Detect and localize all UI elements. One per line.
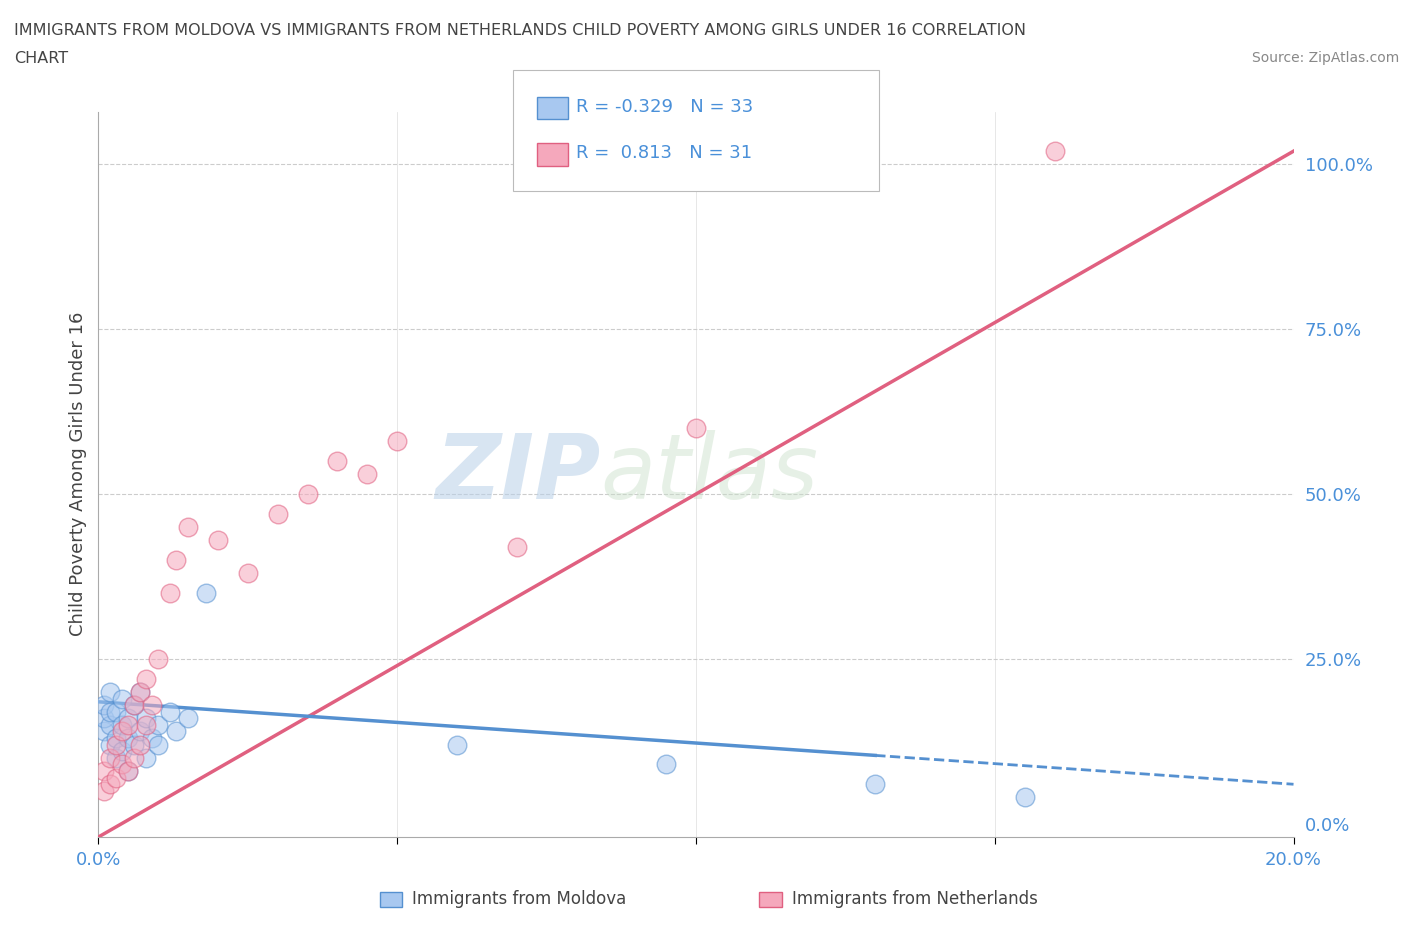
Point [141, 731, 163, 746]
Point [105, 704, 128, 719]
Point [194, 586, 218, 601]
Y-axis label: Child Poverty Among Girls Under 16: Child Poverty Among Girls Under 16 [69, 312, 87, 636]
Point [129, 684, 152, 699]
Point [207, 533, 229, 548]
Point [124, 698, 146, 712]
Point [129, 724, 152, 739]
Point [655, 757, 678, 772]
Point [98, 751, 122, 765]
Point [865, 777, 887, 791]
Point [117, 711, 139, 725]
Point [141, 698, 163, 712]
Text: Source: ZipAtlas.com: Source: ZipAtlas.com [1251, 51, 1399, 65]
Point [105, 731, 128, 746]
Point [356, 467, 378, 482]
Text: Immigrants from Moldova: Immigrants from Moldova [412, 890, 626, 909]
Point [93, 724, 115, 739]
Point [93, 764, 115, 778]
Point [135, 751, 157, 765]
Point [98, 704, 122, 719]
Point [135, 711, 157, 725]
Point [148, 652, 170, 667]
Point [177, 711, 200, 725]
Point [326, 454, 349, 469]
Point [98, 684, 122, 699]
Point [165, 724, 187, 739]
Point [117, 764, 139, 778]
Point [111, 757, 134, 772]
Text: R = -0.329   N = 33: R = -0.329 N = 33 [576, 98, 754, 116]
Text: CHART: CHART [14, 51, 67, 66]
Point [117, 764, 139, 778]
Point [385, 434, 409, 449]
Point [506, 539, 529, 554]
Text: ZIP: ZIP [434, 431, 600, 518]
Point [236, 565, 259, 580]
Point [159, 704, 181, 719]
Point [93, 783, 115, 798]
Point [111, 744, 134, 759]
Point [98, 737, 122, 752]
Point [129, 684, 152, 699]
Point [297, 486, 319, 501]
Point [446, 737, 468, 752]
Text: R =  0.813   N = 31: R = 0.813 N = 31 [576, 143, 752, 162]
Text: atlas: atlas [600, 431, 818, 518]
Point [98, 777, 122, 791]
Point [111, 691, 134, 706]
Point [685, 420, 707, 435]
Point [1043, 144, 1066, 159]
Text: Immigrants from Netherlands: Immigrants from Netherlands [792, 890, 1038, 909]
Point [98, 717, 122, 732]
Point [148, 717, 170, 732]
Point [148, 737, 170, 752]
Point [105, 751, 128, 765]
Point [124, 737, 146, 752]
Point [105, 770, 128, 785]
Point [124, 751, 146, 765]
Text: IMMIGRANTS FROM MOLDOVA VS IMMIGRANTS FROM NETHERLANDS CHILD POVERTY AMONG GIRLS: IMMIGRANTS FROM MOLDOVA VS IMMIGRANTS FR… [14, 23, 1026, 38]
Point [105, 737, 128, 752]
Point [124, 698, 146, 712]
Point [111, 724, 134, 739]
Point [135, 671, 157, 686]
Point [267, 507, 290, 522]
Point [117, 731, 139, 746]
Point [135, 717, 157, 732]
Point [177, 520, 200, 535]
Point [159, 586, 181, 601]
Point [93, 698, 115, 712]
Point [129, 737, 152, 752]
Point [1014, 790, 1036, 804]
Point [111, 717, 134, 732]
Point [117, 717, 139, 732]
Point [165, 552, 187, 567]
Point [93, 711, 115, 725]
